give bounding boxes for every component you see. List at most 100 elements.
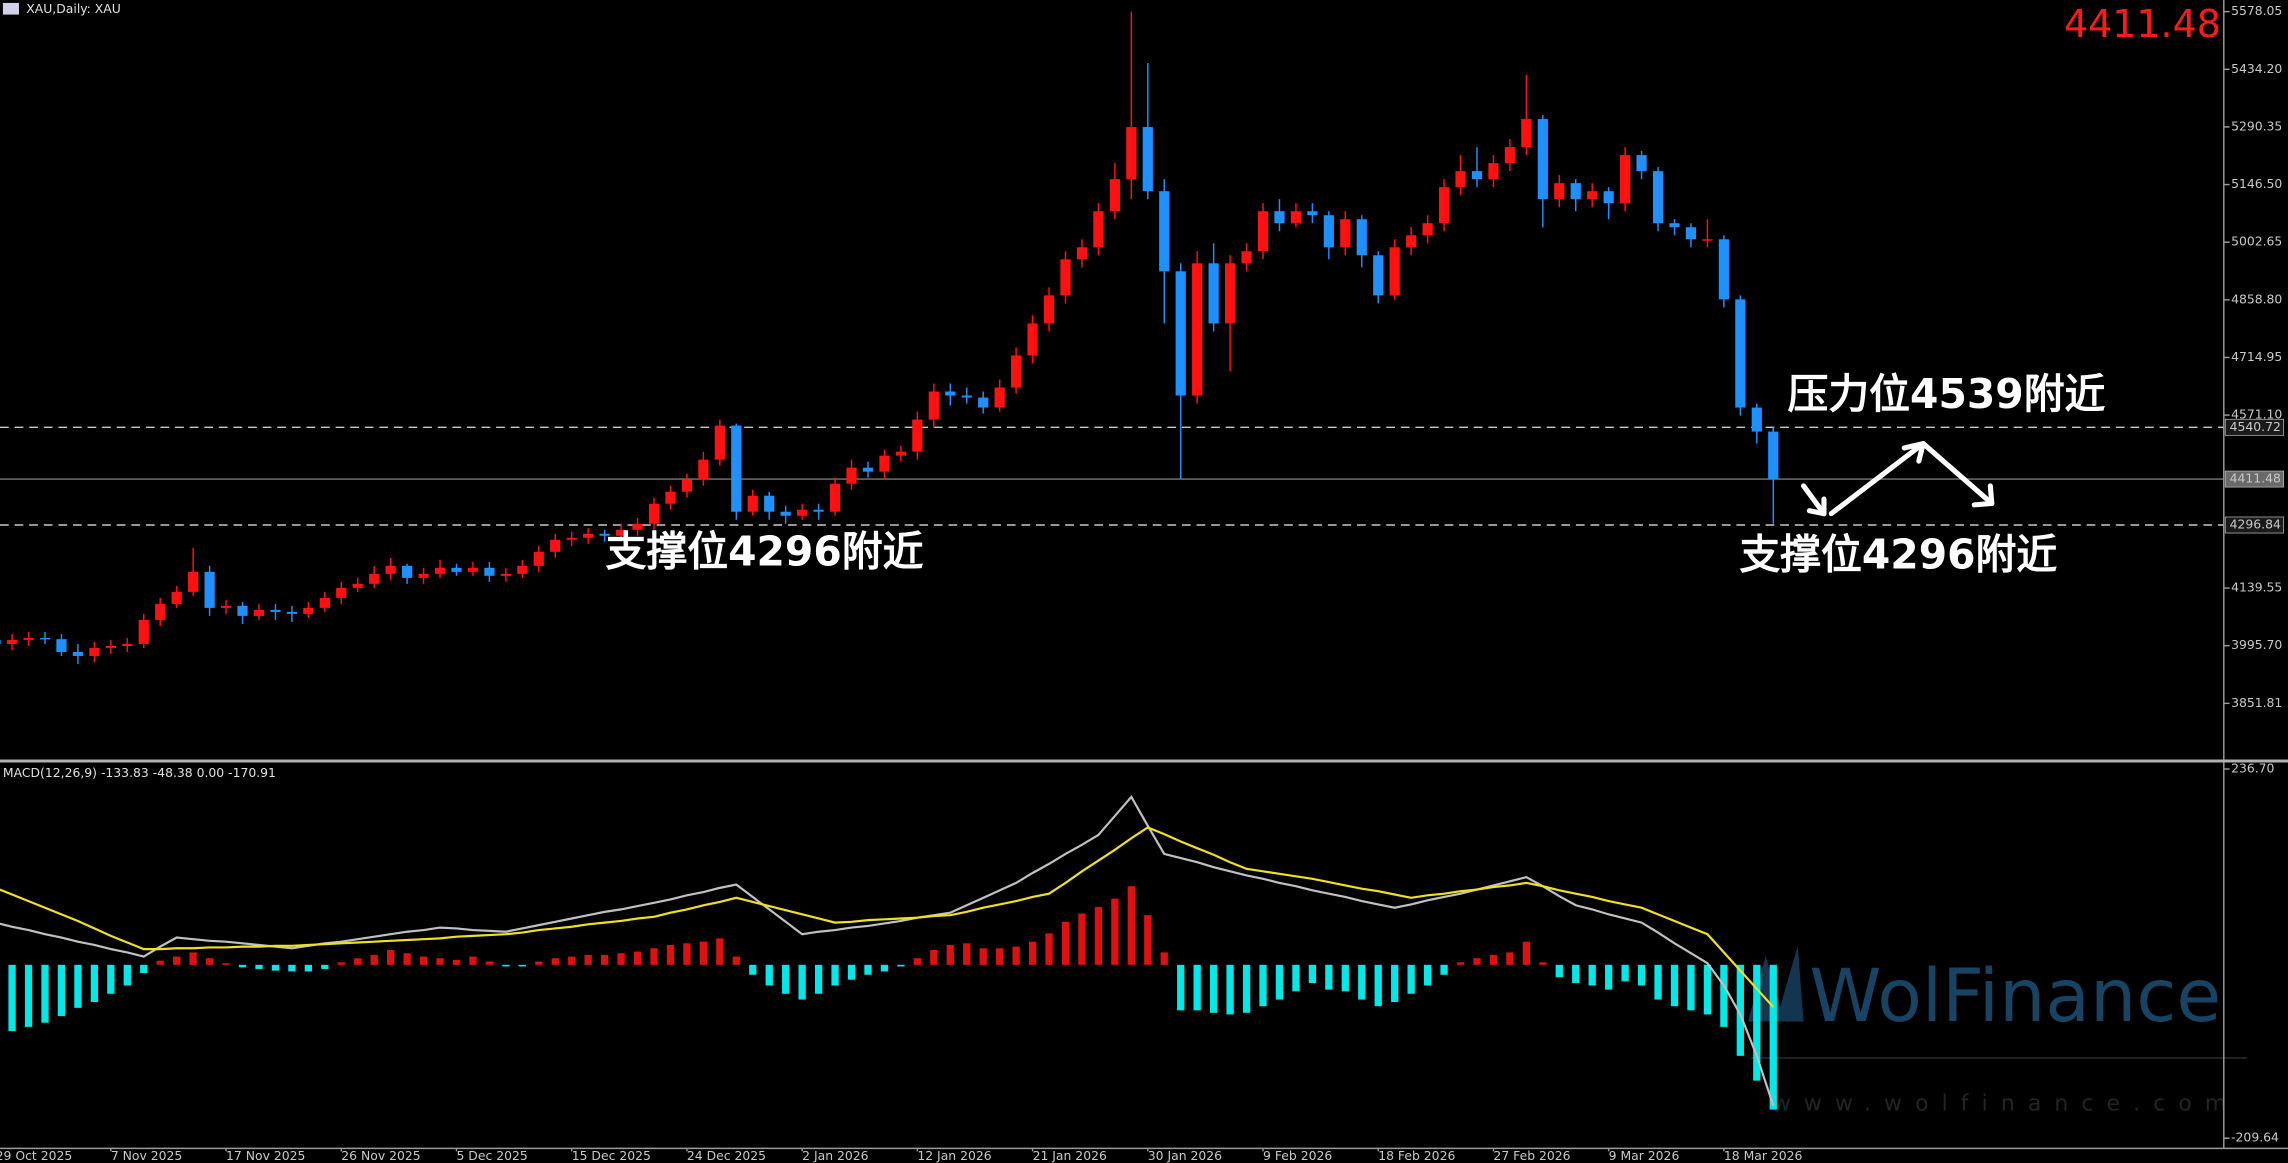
y-tick-label: 3851.81 (2231, 695, 2282, 710)
candle-body (1735, 299, 1746, 408)
candle-body (665, 491, 676, 504)
histogram-bar (749, 964, 757, 975)
candle-body (188, 571, 199, 592)
histogram-bar (205, 958, 214, 965)
histogram-bar (321, 964, 329, 969)
histogram-bar (1012, 946, 1020, 965)
histogram-bar (1769, 964, 1777, 1110)
candle-body (1438, 187, 1450, 224)
histogram-bar (666, 944, 675, 965)
histogram-bar (1242, 964, 1251, 1013)
candle-body (1257, 211, 1269, 252)
x-tick-label: 12 Jan 2026 (917, 1148, 991, 1163)
x-tick-label: 24 Dec 2025 (687, 1148, 766, 1163)
macd-panel (0, 794, 1777, 1110)
candle-body (1603, 191, 1614, 204)
histogram-bar (782, 964, 790, 994)
histogram-bar (304, 964, 313, 972)
candle-body (204, 571, 215, 608)
histogram-bar (1588, 964, 1596, 986)
candle-body (253, 609, 265, 616)
histogram-bar (1226, 964, 1234, 1015)
candle-body (155, 603, 166, 620)
histogram-bar (1473, 958, 1481, 965)
histogram-bar (1572, 964, 1580, 984)
candle-body (1126, 127, 1137, 180)
histogram-bar (57, 964, 66, 1017)
candle-body (1340, 219, 1351, 248)
candle-body (912, 419, 923, 452)
histogram-bar (617, 953, 625, 965)
candle-body (928, 391, 939, 420)
candle-body (1685, 227, 1697, 240)
candle-body (1175, 271, 1186, 396)
candle-body (731, 425, 742, 512)
candle-body (566, 537, 577, 540)
histogram-bar (337, 962, 345, 965)
candle-body (533, 551, 544, 566)
histogram-bar (485, 961, 494, 965)
symbol-icon (2, 2, 19, 15)
candle-body (550, 539, 561, 552)
y-tick-label: 5290.35 (2231, 118, 2282, 133)
level-label: 4411.48 (2230, 471, 2281, 486)
histogram-bar (1456, 962, 1465, 965)
candle-body (1159, 191, 1170, 272)
histogram-bar (1209, 964, 1218, 1013)
histogram-bar (271, 964, 280, 971)
candle-body (1027, 323, 1038, 356)
arrow (1800, 483, 1827, 517)
candle-body (813, 509, 824, 512)
macd-line (0, 826, 1775, 1008)
x-tick-label: 26 Nov 2025 (341, 1148, 420, 1163)
candle-body (56, 639, 67, 652)
histogram-bar (8, 964, 16, 1032)
watermark-logo (1748, 945, 1804, 1022)
candle-body (1323, 215, 1334, 248)
candle-body (1060, 259, 1071, 296)
histogram-bar (354, 958, 362, 965)
candle-body (39, 637, 51, 640)
arrow-head (1901, 441, 1926, 464)
histogram-bar (1275, 964, 1284, 1000)
x-tick-label: 2 Jan 2026 (802, 1148, 869, 1163)
candle-body (1093, 211, 1104, 248)
histogram-bar (568, 956, 576, 965)
x-tick-label: 17 Nov 2025 (226, 1148, 305, 1163)
candle-body (303, 607, 314, 614)
candle-body (1307, 211, 1318, 216)
y-tick-label: 5434.20 (2231, 61, 2282, 76)
histogram-bar (222, 963, 230, 965)
histogram-bar (1621, 964, 1629, 982)
histogram-bar (831, 964, 839, 986)
candle-body (747, 495, 758, 512)
histogram-bar (1160, 952, 1168, 965)
candle-body (1011, 355, 1022, 388)
histogram-bar (189, 952, 197, 965)
arrow-head (1806, 496, 1827, 517)
histogram-bar (699, 941, 708, 965)
histogram-bar (1440, 964, 1448, 975)
candle-body (945, 391, 956, 396)
histogram-bar (1423, 964, 1432, 986)
y-tick-label: 4571.10 (2231, 407, 2282, 422)
histogram-bar (864, 964, 872, 975)
candle-body (122, 643, 133, 646)
histogram-bar (1177, 964, 1185, 1011)
candle-body (1356, 219, 1367, 256)
candle-body (105, 645, 116, 648)
histogram-bar (469, 956, 477, 965)
histogram-bar (1078, 913, 1086, 965)
histogram-bar (1522, 941, 1531, 965)
histogram-bar (156, 960, 164, 965)
candle-body (1768, 431, 1779, 480)
candle-body (1554, 183, 1565, 200)
histogram-bar (930, 949, 938, 965)
histogram-bar (1720, 964, 1728, 1027)
candle-body (1142, 127, 1153, 192)
histogram-bar (1687, 964, 1695, 1011)
candle-body (1076, 247, 1088, 260)
histogram-bar (996, 948, 1004, 965)
